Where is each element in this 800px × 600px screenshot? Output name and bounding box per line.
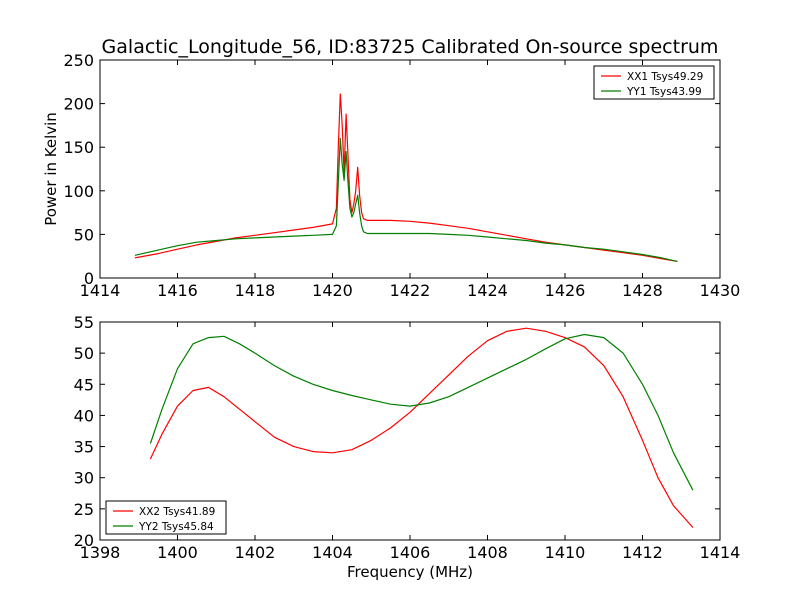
legend: XX1 Tsys49.29 YY1 Tsys43.99: [593, 65, 715, 100]
x-tick-label: 1424: [467, 281, 508, 300]
y-tick-label: 200: [63, 95, 94, 114]
top-spectrum-panel: Galactic_Longitude_56, ID:83725 Calibrat…: [42, 36, 740, 300]
x-axis-label: Frequency (MHz): [347, 563, 473, 581]
y-tick-label: 250: [63, 51, 94, 70]
x-tick-label: 1408: [467, 543, 508, 562]
x-tick-label: 1404: [312, 543, 353, 562]
x-tick-label: 1402: [235, 543, 276, 562]
y-tick-label: 50: [74, 344, 94, 363]
y-tick-label: 20: [74, 531, 94, 550]
x-tick-label: 1420: [312, 281, 353, 300]
y-tick-label: 40: [74, 406, 94, 425]
x-tick-label: 1398: [80, 543, 121, 562]
series-line-xx2: [149, 327, 694, 528]
x-tick-label: 1416: [157, 281, 198, 300]
series-line-yy2: [149, 333, 694, 491]
legend-entry-label: XX2 Tsys41.89: [139, 506, 215, 518]
x-tick-label: 1430: [700, 281, 741, 300]
y-tick-label: 30: [74, 469, 94, 488]
y-tick-label: 100: [63, 182, 94, 201]
legend-box: [105, 500, 227, 535]
x-tick-label: 1406: [390, 543, 431, 562]
x-tick-label: 1426: [545, 281, 586, 300]
legend-box: [593, 65, 715, 100]
y-tick-label: 55: [74, 313, 94, 332]
x-tick-label: 1414: [700, 543, 741, 562]
y-tick-label: 35: [74, 438, 94, 457]
x-tick-label: 1414: [80, 281, 121, 300]
legend: XX2 Tsys41.89 YY2 Tsys45.84: [105, 500, 227, 535]
bottom-spectrum-panel: 1398 1400 1402 1404 1406 1408 1410 1412 1414 20 25…: [74, 313, 741, 581]
x-tick-label: 1418: [235, 281, 276, 300]
series-line-xx1: [134, 93, 678, 262]
x-tick-label: 1422: [390, 281, 431, 300]
legend-entry-label: YY1 Tsys43.99: [626, 86, 702, 98]
legend-entry-label: XX1 Tsys49.29: [627, 71, 703, 83]
x-tick-label: 1412: [622, 543, 663, 562]
y-tick-label: 0: [84, 269, 94, 288]
y-tick-label: 50: [74, 225, 94, 244]
y-tick-label: 150: [63, 138, 94, 157]
x-tick-label: 1410: [545, 543, 586, 562]
series-line-yy1: [134, 137, 678, 262]
y-tick-label: 25: [74, 500, 94, 519]
chart-title: Galactic_Longitude_56, ID:83725 Calibrat…: [102, 36, 719, 58]
legend-entry-label: YY2 Tsys45.84: [138, 521, 214, 533]
x-tick-label: 1400: [157, 543, 198, 562]
y-axis-label: Power in Kelvin: [42, 112, 60, 226]
y-tick-label: 45: [74, 375, 94, 394]
x-tick-label: 1428: [622, 281, 663, 300]
